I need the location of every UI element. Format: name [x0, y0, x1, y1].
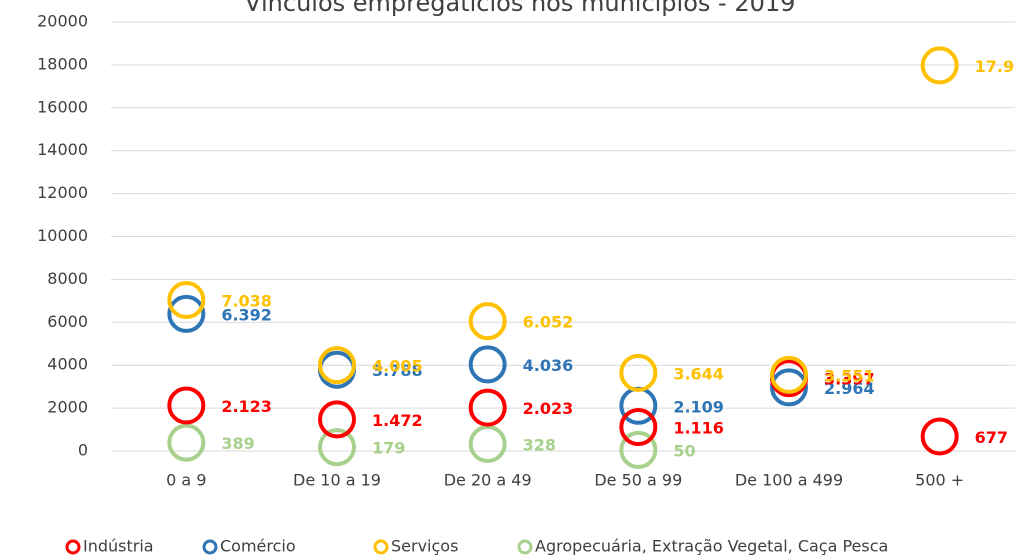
data-label: 7.038 [221, 292, 272, 311]
data-label: 3.397 [824, 370, 875, 389]
y-tick-label: 12000 [37, 183, 88, 202]
x-tick-label: 500 + [915, 471, 964, 490]
legend-marker [373, 539, 389, 555]
data-label: 4.036 [523, 356, 574, 375]
marker [619, 353, 658, 392]
y-tick-label: 8000 [47, 269, 88, 288]
x-tick-label: De 50 a 99 [594, 471, 682, 490]
data-label: 2.109 [673, 397, 724, 416]
y-tick-label: 20000 [37, 12, 88, 31]
data-label: 2.023 [523, 399, 574, 418]
chart-title: Vínculos empregatícios nos municípios - … [245, 0, 796, 17]
data-label: 3.644 [673, 364, 724, 383]
y-tick-label: 16000 [37, 97, 88, 116]
marker [619, 408, 658, 447]
marker [318, 400, 356, 439]
data-label: 2.964 [824, 379, 875, 398]
marker [770, 355, 808, 394]
data-label: 1.472 [372, 411, 423, 430]
legend-label: Agropecuária, Extração Vegetal, Caça Pes… [535, 537, 888, 556]
marker [468, 424, 507, 463]
marker [167, 294, 206, 333]
marker [167, 281, 206, 320]
data-label: 6.392 [221, 305, 272, 324]
legend-marker [65, 539, 81, 555]
data-label: 2.123 [221, 397, 272, 416]
marker [167, 386, 206, 425]
legend-marker [517, 539, 533, 555]
legend-marker [202, 539, 218, 555]
y-tick-label: 10000 [37, 226, 88, 245]
data-label: 6.052 [523, 313, 574, 332]
y-tick-label: 14000 [37, 140, 88, 159]
marker [920, 46, 959, 85]
legend-label: Comércio [220, 537, 296, 556]
marker [619, 430, 658, 469]
y-tick-label: 18000 [37, 54, 88, 73]
marker [318, 428, 356, 467]
x-tick-label: De 20 a 49 [444, 471, 532, 490]
marker [770, 368, 808, 407]
data-label: 1.116 [673, 419, 724, 438]
marker [468, 302, 507, 341]
legend-label: Serviços [391, 537, 458, 556]
legend-label: Indústria [83, 537, 154, 556]
marker [318, 346, 356, 385]
data-label: 3.551 [824, 366, 875, 385]
marker [920, 417, 959, 456]
x-tick-label: De 100 a 499 [735, 471, 843, 490]
y-tick-label: 0 [78, 441, 88, 460]
data-label: 328 [523, 435, 556, 454]
marker [167, 423, 206, 462]
marker [468, 345, 507, 384]
data-label: 4.005 [372, 357, 423, 376]
x-tick-label: 0 a 9 [166, 471, 206, 490]
data-label: 17.975 [975, 57, 1015, 76]
data-label: 3.788 [372, 361, 423, 380]
data-label: 179 [372, 439, 405, 458]
y-tick-label: 4000 [47, 355, 88, 374]
x-tick-label: De 10 a 19 [293, 471, 381, 490]
y-tick-label: 6000 [47, 312, 88, 331]
data-label: 389 [221, 434, 254, 453]
marker [468, 388, 507, 427]
data-label: 50 [673, 441, 695, 460]
data-label: 677 [975, 428, 1008, 447]
y-tick-label: 2000 [47, 398, 88, 417]
